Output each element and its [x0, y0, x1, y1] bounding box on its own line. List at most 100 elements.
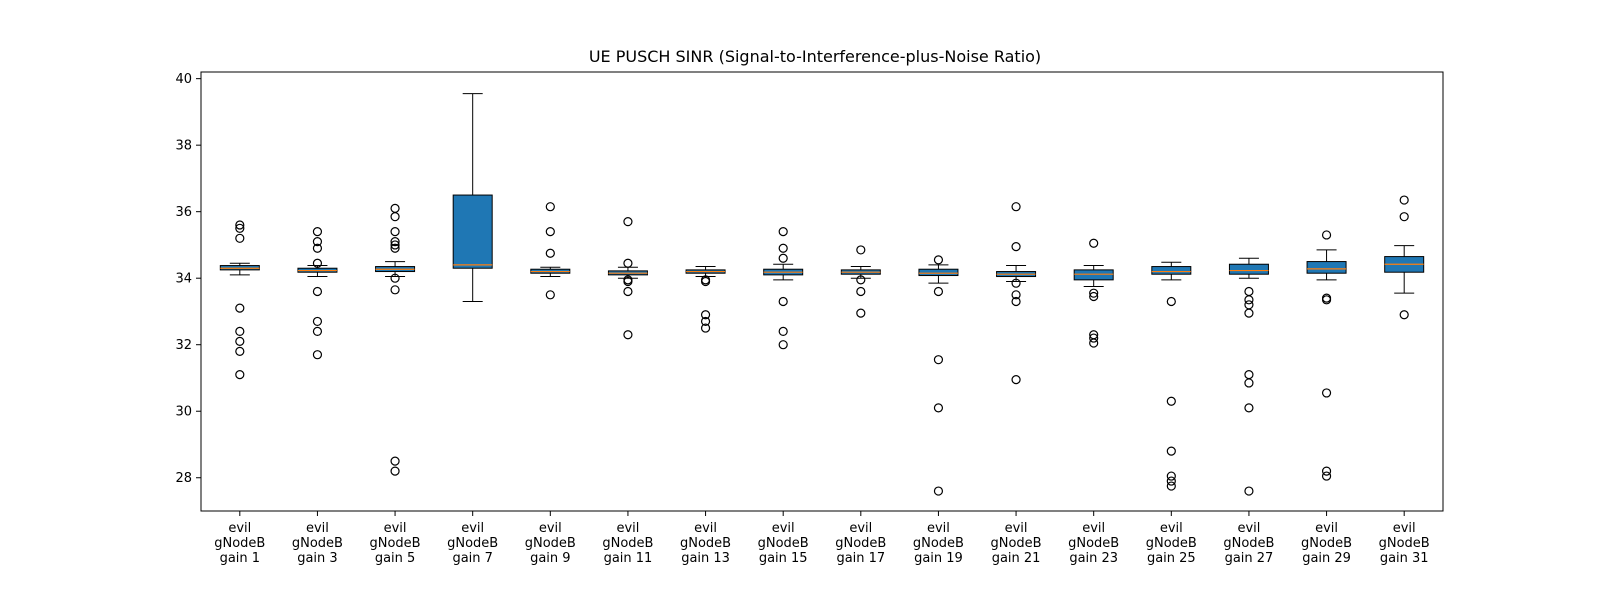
outlier-point	[235, 326, 245, 337]
outlier-point	[312, 316, 323, 327]
outlier-point	[545, 202, 555, 212]
outlier-point	[933, 403, 944, 413]
x-category-label: evil	[384, 521, 407, 536]
outlier-point	[623, 276, 633, 287]
outlier-point	[1011, 296, 1021, 307]
x-category-label: evil	[306, 521, 329, 536]
outlier-point	[1011, 375, 1021, 385]
outlier-point	[235, 370, 245, 380]
x-category-label: gain 29	[1302, 551, 1351, 566]
outlier-point	[856, 275, 866, 285]
outlier-point	[545, 248, 555, 258]
outlier-point	[390, 227, 400, 237]
x-category-label: gNodeB	[292, 536, 343, 551]
x-category-label: gain 11	[604, 551, 653, 566]
box-iqr	[452, 194, 493, 269]
outlier-point	[235, 233, 245, 243]
x-category-label: gNodeB	[214, 536, 265, 551]
y-tick-label: 34	[175, 272, 192, 287]
box-iqr	[1073, 269, 1114, 281]
box-iqr	[918, 268, 959, 277]
x-category-label: gain 27	[1225, 551, 1274, 566]
outlier-point	[1321, 230, 1332, 240]
outlier-point	[390, 285, 400, 295]
outlier-point	[1321, 466, 1332, 476]
outlier-point	[390, 237, 400, 247]
outlier-point	[390, 240, 400, 250]
x-category-label: evil	[1082, 521, 1105, 536]
outlier-point	[778, 296, 788, 307]
x-category-label: gain 31	[1380, 551, 1429, 566]
x-category-label: evil	[1315, 521, 1338, 536]
outlier-point	[235, 220, 245, 230]
x-category-label: gNodeB	[447, 536, 498, 551]
outlier-point	[623, 217, 633, 227]
outlier-point	[1321, 295, 1332, 305]
x-category-label: gNodeB	[835, 536, 886, 551]
plot-frame	[200, 71, 1444, 512]
chart-title: UE PUSCH SINR (Signal-to-Interference-pl…	[589, 47, 1041, 66]
outlier-point	[1244, 486, 1254, 496]
x-category-label: evil	[539, 521, 562, 536]
outlier-point	[235, 223, 245, 233]
y-tick-label: 40	[175, 72, 192, 87]
outlier-point	[933, 255, 944, 265]
x-category-label: evil	[849, 521, 872, 536]
outlier-point	[1089, 333, 1099, 343]
x-category-label: gain 17	[836, 551, 885, 566]
x-category-label: evil	[1005, 521, 1028, 536]
outlier-point	[390, 456, 400, 466]
x-category-label: gain 19	[914, 551, 963, 566]
outlier-point	[235, 346, 245, 356]
x-category-label: evil	[1237, 521, 1260, 536]
outlier-point	[778, 253, 788, 263]
x-category-label: evil	[1160, 521, 1183, 536]
outlier-point	[778, 243, 788, 253]
outlier-point	[312, 286, 323, 297]
x-category-label: gain 15	[759, 551, 808, 566]
outlier-point	[1011, 278, 1021, 288]
outlier-point	[778, 326, 788, 337]
x-category-label: gNodeB	[758, 536, 809, 551]
outlier-point	[856, 286, 866, 297]
y-tick-label: 38	[175, 139, 192, 154]
x-category-label: gNodeB	[1068, 536, 1119, 551]
outlier-point	[933, 486, 944, 496]
box-iqr	[1228, 263, 1269, 275]
y-tick-label: 32	[175, 338, 192, 353]
outlier-point	[623, 286, 633, 297]
outlier-point	[1166, 396, 1176, 406]
outlier-point	[700, 323, 711, 333]
outlier-point	[312, 350, 323, 360]
outlier-point	[312, 227, 323, 237]
x-category-label: gain 23	[1069, 551, 1118, 566]
outlier-point	[1244, 403, 1254, 413]
outlier-point	[1166, 446, 1176, 456]
outlier-point	[623, 330, 633, 340]
outlier-point	[235, 336, 245, 346]
outlier-point	[1089, 238, 1099, 248]
outlier-point	[1089, 338, 1099, 348]
outlier-point	[933, 355, 944, 365]
x-category-label: evil	[694, 521, 717, 536]
outlier-point	[856, 245, 866, 255]
outlier-point	[312, 326, 323, 337]
y-tick-label: 36	[175, 205, 192, 220]
x-category-label: gNodeB	[1379, 536, 1430, 551]
outlier-point	[1244, 378, 1254, 388]
outlier-point	[1166, 481, 1176, 491]
box-iqr	[1151, 266, 1192, 275]
x-category-label: gain 7	[452, 551, 492, 566]
x-category-label: evil	[228, 521, 251, 536]
outlier-point	[312, 237, 323, 247]
outlier-point	[545, 290, 555, 300]
x-category-label: gain 1	[220, 551, 260, 566]
outlier-point	[390, 466, 400, 476]
x-category-label: gNodeB	[913, 536, 964, 551]
outlier-point	[1011, 290, 1021, 300]
x-category-label: gNodeB	[602, 536, 653, 551]
y-tick-label: 30	[175, 405, 192, 420]
outlier-point	[1399, 212, 1409, 222]
